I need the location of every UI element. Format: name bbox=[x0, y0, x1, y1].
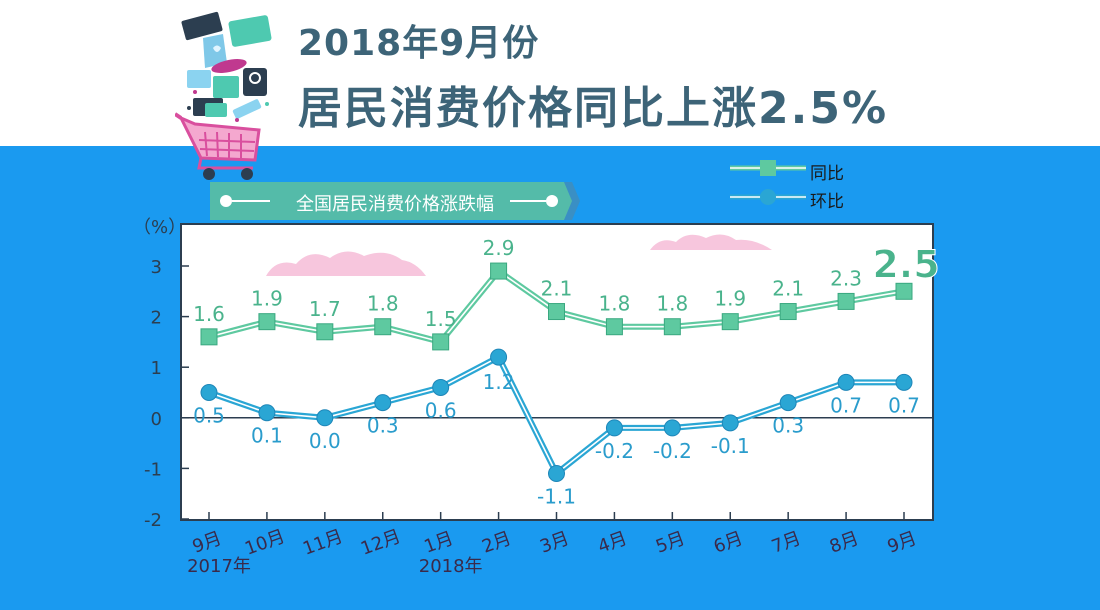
data-point-square bbox=[258, 313, 276, 331]
data-label: -1.1 bbox=[537, 484, 576, 508]
data-point-circle bbox=[490, 348, 508, 366]
data-point-circle bbox=[721, 414, 739, 432]
y-tick-label: 0 bbox=[151, 409, 162, 430]
data-label: 0.7 bbox=[830, 393, 862, 417]
data-point-square bbox=[316, 323, 334, 341]
chart-title: 全国居民消费价格涨跌幅 bbox=[296, 194, 494, 215]
legend-yoy-marker bbox=[730, 160, 806, 176]
data-label: 1.6 bbox=[193, 302, 225, 326]
legend-mom-marker bbox=[730, 189, 806, 205]
data-label: 1.8 bbox=[656, 292, 688, 316]
data-label: 1.5 bbox=[425, 307, 457, 331]
y-tick-label: 2 bbox=[151, 308, 162, 329]
x-tick-label: 11月 bbox=[300, 526, 346, 560]
data-label: 0.6 bbox=[425, 398, 457, 422]
data-label: 1.7 bbox=[309, 297, 341, 321]
data-label: -0.2 bbox=[653, 439, 692, 463]
year-label: 2017年 bbox=[187, 556, 251, 577]
data-label: 0.0 bbox=[309, 429, 341, 453]
data-point-square bbox=[200, 328, 218, 346]
data-label: -0.2 bbox=[595, 439, 634, 463]
data-point-circle bbox=[605, 419, 623, 437]
x-tick-label: 8月 bbox=[827, 528, 862, 558]
data-point-circle bbox=[837, 373, 855, 391]
data-point-circle bbox=[374, 394, 392, 412]
y-tick-label: 1 bbox=[151, 358, 162, 379]
page-title-line2: 居民消费价格同比上涨2.5% bbox=[298, 83, 889, 134]
data-point-square bbox=[779, 303, 797, 321]
y-axis: -2 -1 0 1 2 3 bbox=[144, 257, 189, 531]
x-tick-label: 9月 bbox=[190, 528, 225, 558]
data-label: 2.1 bbox=[541, 277, 573, 301]
x-tick-label: 10月 bbox=[242, 526, 288, 560]
data-point-circle bbox=[779, 394, 797, 412]
data-label: 0.1 bbox=[251, 424, 283, 448]
x-tick-label: 2月 bbox=[479, 528, 514, 558]
data-point-square bbox=[432, 333, 450, 351]
data-label: 0.5 bbox=[193, 404, 225, 428]
data-label: 2.5 bbox=[872, 242, 939, 286]
data-point-circle bbox=[200, 384, 218, 401]
x-tick-label: 4月 bbox=[595, 528, 630, 558]
x-tick-label: 1月 bbox=[421, 528, 456, 558]
shopping-cart-illustration bbox=[175, 11, 272, 180]
data-label: 0.3 bbox=[367, 414, 399, 438]
data-label: 0.3 bbox=[772, 414, 804, 438]
x-tick-label: 5月 bbox=[653, 528, 688, 558]
data-point-circle bbox=[316, 409, 334, 427]
x-tick-label: 9月 bbox=[885, 528, 920, 558]
data-point-square bbox=[721, 313, 739, 331]
unit-label: （%） bbox=[133, 217, 186, 238]
page-title-line1: 2018年9月份 bbox=[298, 23, 540, 64]
legend-mom-label: 环比 bbox=[810, 192, 844, 212]
data-label: 1.2 bbox=[483, 370, 515, 394]
data-point-square bbox=[374, 318, 392, 336]
x-tick-label: 12月 bbox=[358, 526, 404, 560]
data-point-square bbox=[490, 262, 508, 280]
data-label: 1.8 bbox=[367, 292, 399, 316]
y-tick-label: 3 bbox=[151, 257, 162, 278]
data-point-square bbox=[605, 318, 623, 336]
data-point-circle bbox=[663, 419, 681, 437]
data-label: 2.3 bbox=[830, 266, 862, 290]
data-point-square bbox=[837, 292, 855, 310]
data-point-square bbox=[663, 318, 681, 336]
y-tick-label: -2 bbox=[144, 510, 162, 531]
x-tick-label: 6月 bbox=[711, 528, 746, 558]
data-point-circle bbox=[895, 373, 913, 391]
data-point-circle bbox=[258, 404, 276, 422]
data-label: 2.9 bbox=[483, 236, 515, 260]
x-tick-label: 3月 bbox=[537, 528, 572, 558]
series-group: 1.6 1.9 1.7 1.8 1.5 2.9 2.1 1.8 1.8 1.9 2.1 2.3 2.5 0… bbox=[193, 236, 940, 508]
data-point-circle bbox=[548, 464, 565, 482]
data-label: 0.7 bbox=[888, 393, 920, 417]
year-label: 2018年 bbox=[419, 556, 483, 577]
cloud-decorations bbox=[266, 234, 772, 276]
data-label: 1.9 bbox=[251, 287, 283, 311]
data-label: 1.8 bbox=[599, 292, 631, 316]
data-label: -0.1 bbox=[711, 434, 750, 458]
data-label: 2.1 bbox=[772, 277, 804, 301]
legend-yoy-label: 同比 bbox=[810, 164, 844, 184]
data-point-circle bbox=[432, 378, 450, 396]
y-tick-label: -1 bbox=[144, 459, 162, 480]
chart-title-ribbon bbox=[210, 182, 580, 220]
data-label: 1.9 bbox=[714, 287, 746, 311]
data-point-square bbox=[895, 282, 913, 300]
data-point-square bbox=[548, 303, 565, 321]
x-tick-label: 7月 bbox=[769, 528, 804, 558]
